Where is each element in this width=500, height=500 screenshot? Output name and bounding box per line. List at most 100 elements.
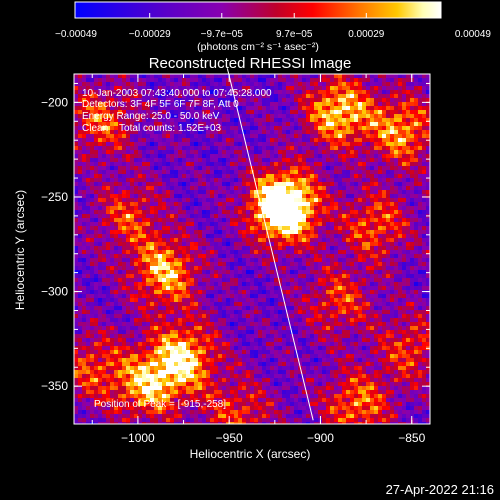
heatmap-cell [250, 246, 254, 250]
heatmap-cell [202, 78, 206, 82]
heatmap-cell [414, 82, 418, 86]
heatmap-cell [338, 98, 342, 102]
heatmap-cell [342, 258, 346, 262]
heatmap-cell [270, 90, 274, 94]
heatmap-cell [354, 262, 358, 266]
heatmap-cell [306, 78, 310, 82]
heatmap-cell [286, 282, 290, 286]
heatmap-cell [198, 258, 202, 262]
heatmap-cell [390, 230, 394, 234]
heatmap-cell [362, 130, 366, 134]
heatmap-cell [382, 134, 386, 138]
heatmap-cell [214, 290, 218, 294]
heatmap-cell [262, 278, 266, 282]
heatmap-cell [366, 194, 370, 198]
heatmap-cell [110, 110, 114, 114]
heatmap-cell [354, 138, 358, 142]
heatmap-cell [178, 102, 182, 106]
heatmap-cell [230, 150, 234, 154]
heatmap-cell [218, 214, 222, 218]
heatmap-cell [262, 174, 266, 178]
heatmap-cell [202, 130, 206, 134]
heatmap-cell [362, 186, 366, 190]
heatmap-cell [418, 106, 422, 110]
heatmap-cell [406, 170, 410, 174]
heatmap-cell [350, 270, 354, 274]
heatmap-cell [274, 238, 278, 242]
heatmap-cell [146, 114, 150, 118]
heatmap-cell [290, 226, 294, 230]
heatmap-cell [282, 210, 286, 214]
heatmap-cell [374, 214, 378, 218]
heatmap-cell [346, 246, 350, 250]
heatmap-cell [246, 250, 250, 254]
heatmap-cell [174, 138, 178, 142]
heatmap-cell [186, 178, 190, 182]
heatmap-cell [290, 238, 294, 242]
heatmap-cell [210, 186, 214, 190]
heatmap-cell [206, 282, 210, 286]
heatmap-cell [298, 222, 302, 226]
heatmap-cell [302, 278, 306, 282]
heatmap-cell [426, 202, 430, 206]
heatmap-cell [402, 118, 406, 122]
heatmap-cell [106, 102, 110, 106]
heatmap-cell [110, 146, 114, 150]
heatmap-cell [218, 170, 222, 174]
heatmap-cell [102, 194, 106, 198]
heatmap-cell [110, 242, 114, 246]
heatmap-cell [150, 154, 154, 158]
heatmap-cell [234, 146, 238, 150]
heatmap-cell [230, 206, 234, 210]
heatmap-cell [394, 126, 398, 130]
heatmap-cell [254, 74, 258, 78]
heatmap-cell [306, 170, 310, 174]
heatmap-cell [250, 90, 254, 94]
heatmap-cell [174, 210, 178, 214]
heatmap-cell [274, 198, 278, 202]
heatmap-cell [178, 214, 182, 218]
heatmap-cell [158, 142, 162, 146]
heatmap-cell [330, 242, 334, 246]
heatmap-cell [358, 230, 362, 234]
heatmap-cell [346, 214, 350, 218]
heatmap-cell [74, 266, 78, 270]
heatmap-cell [394, 106, 398, 110]
heatmap-cell [278, 258, 282, 262]
heatmap-cell [94, 134, 98, 138]
heatmap-cell [306, 82, 310, 86]
heatmap-cell [426, 86, 430, 90]
heatmap-cell [174, 166, 178, 170]
heatmap-cell [378, 178, 382, 182]
heatmap-cell [318, 142, 322, 146]
heatmap-cell [214, 206, 218, 210]
heatmap-cell [254, 262, 258, 266]
heatmap-cell [274, 222, 278, 226]
heatmap-cell [342, 262, 346, 266]
heatmap-cell [86, 210, 90, 214]
heatmap-cell [266, 254, 270, 258]
heatmap-cell [154, 286, 158, 290]
heatmap-cell [82, 178, 86, 182]
heatmap-cell [130, 222, 134, 226]
heatmap-cell [386, 190, 390, 194]
heatmap-cell [274, 162, 278, 166]
heatmap-cell [270, 182, 274, 186]
heatmap-cell [262, 94, 266, 98]
heatmap-cell [110, 154, 114, 158]
heatmap-cell [410, 286, 414, 290]
heatmap-cell [178, 166, 182, 170]
heatmap-cell [406, 110, 410, 114]
heatmap-cell [278, 178, 282, 182]
heatmap-cell [274, 234, 278, 238]
heatmap-cell [222, 158, 226, 162]
heatmap-cell [78, 242, 82, 246]
heatmap-cell [338, 210, 342, 214]
heatmap-cell [114, 102, 118, 106]
heatmap-cell [286, 286, 290, 290]
heatmap-cell [146, 198, 150, 202]
heatmap-cell [350, 286, 354, 290]
heatmap-cell [150, 234, 154, 238]
heatmap-cell [422, 158, 426, 162]
heatmap-cell [278, 86, 282, 90]
